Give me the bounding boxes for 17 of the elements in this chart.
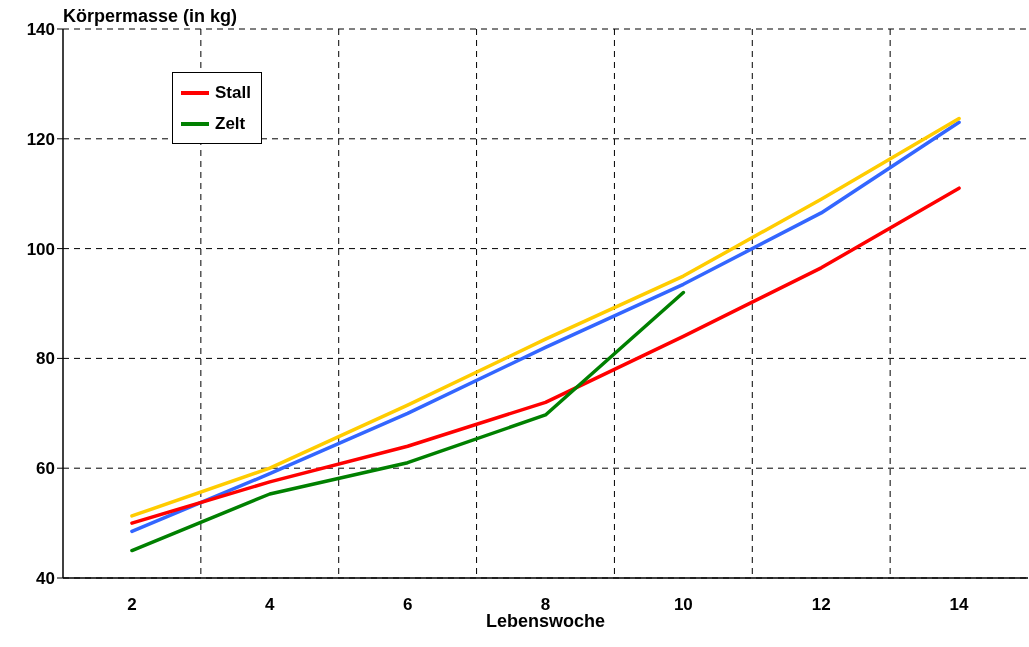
x-tick-label: 4 — [265, 595, 276, 615]
y-tick-label: 100 — [26, 239, 55, 259]
chart-title: Körpermasse (in kg) — [63, 6, 238, 27]
y-tick-label: 80 — [36, 349, 55, 369]
y-tick-label: 40 — [36, 569, 55, 589]
line-series — [130, 290, 686, 553]
x-tick-label: 6 — [402, 595, 413, 615]
line-series — [130, 186, 961, 525]
y-tick-label: 60 — [36, 459, 55, 479]
x-tick-label: 12 — [811, 595, 831, 615]
x-tick-label: 14 — [949, 595, 970, 615]
y-tick-label: 140 — [26, 20, 55, 40]
legend-label: Stall — [215, 82, 251, 103]
x-tick-label: 10 — [673, 595, 693, 615]
legend-label: Zelt — [215, 113, 246, 134]
y-tick-label: 120 — [26, 129, 55, 149]
x-tick-label: 2 — [127, 595, 137, 615]
